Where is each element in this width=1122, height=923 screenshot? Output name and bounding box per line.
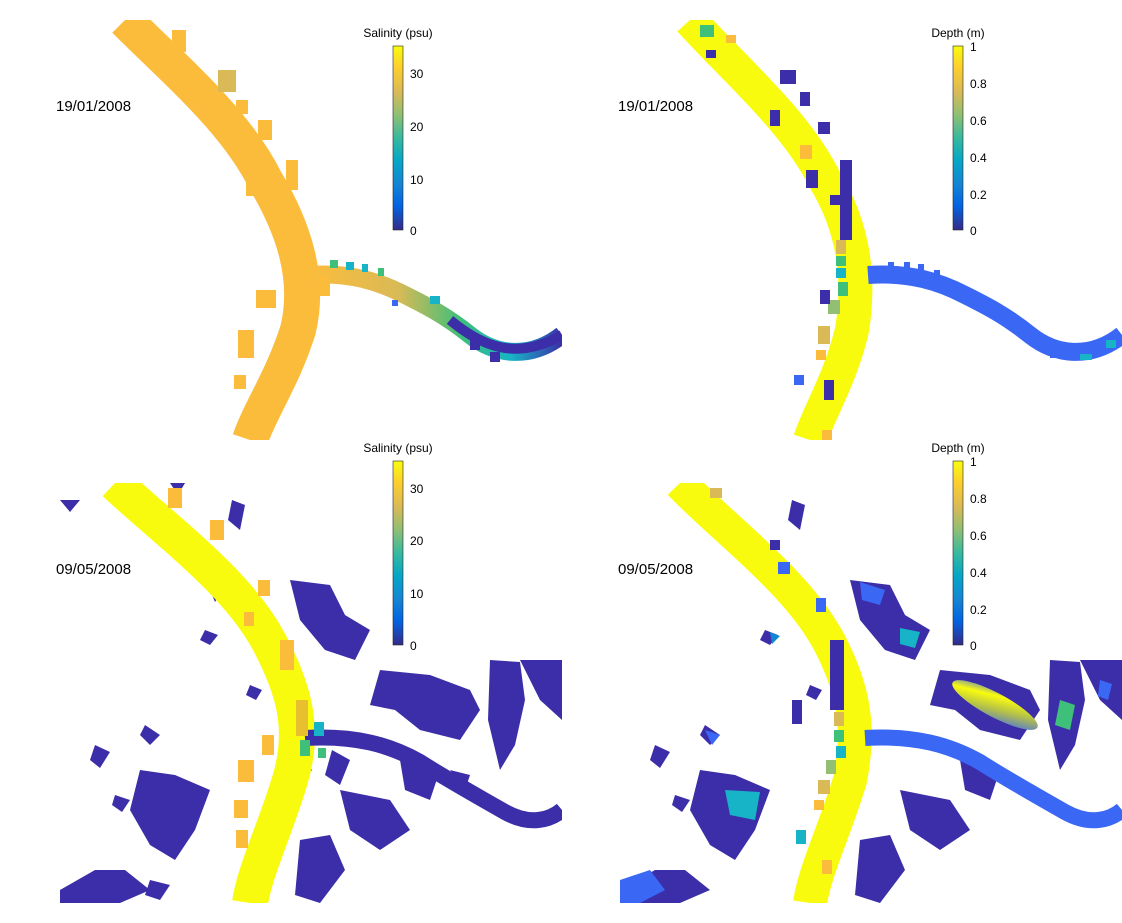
date-label: 09/05/2008 [56, 561, 131, 578]
main-river [677, 20, 873, 440]
colorbar-label: Depth (m) [931, 441, 984, 455]
colorbar-tick: 30 [410, 67, 424, 81]
date-label: 19/01/2008 [56, 98, 131, 115]
date-label: 19/01/2008 [618, 98, 693, 115]
colorbar-tick: 30 [410, 482, 424, 496]
colorbar-label: Depth (m) [931, 26, 984, 40]
bank-cells [700, 25, 1116, 440]
colorbar-salinity-jan: Salinity (psu) 0 10 20 30 [363, 26, 432, 238]
colorbar-tick: 0.2 [970, 188, 987, 202]
colorbar-tick: 1 [970, 455, 977, 469]
colorbar-depth-jan: Depth (m) 0 0.2 0.4 0.6 0.8 1 [931, 26, 987, 238]
colorbar-salinity-may: Salinity (psu) 0 10 20 30 [363, 441, 432, 653]
floodplain-cells [620, 500, 1122, 903]
tributary-tail [446, 316, 562, 354]
bank-cells [710, 488, 846, 874]
colorbar-tick: 20 [410, 120, 424, 134]
floodplain-cells [60, 483, 562, 903]
colorbar-depth-may: Depth (m) 0 0.2 0.4 0.6 0.8 1 [931, 441, 987, 653]
tributary [864, 729, 1122, 829]
bank-cells [168, 488, 326, 848]
colorbar-tick: 20 [410, 534, 424, 548]
main-river [112, 20, 321, 440]
colorbar-tick: 0.6 [970, 529, 987, 543]
panel-salinity-jan [112, 20, 562, 440]
panel-depth-jan [677, 20, 1122, 440]
colorbar-tick: 0.6 [970, 114, 987, 128]
colorbar-tick: 10 [410, 173, 424, 187]
inundation-hotspot [952, 680, 1038, 730]
colorbar-tick: 0 [970, 639, 977, 653]
shallow-cells [620, 582, 1112, 903]
panel-salinity-may [60, 483, 562, 903]
panel-depth-may [620, 483, 1122, 903]
tributary [304, 729, 562, 829]
date-label: 09/05/2008 [618, 561, 693, 578]
tributary [309, 265, 562, 361]
tributary [867, 265, 1122, 361]
colorbar-tick: 0.4 [970, 566, 987, 580]
colorbar-tick: 10 [410, 587, 424, 601]
colorbar-label: Salinity (psu) [363, 26, 432, 40]
colorbar-tick: 1 [970, 40, 977, 54]
colorbar-tick: 0 [410, 224, 417, 238]
bank-cells [148, 30, 330, 389]
tributary-cells [330, 260, 500, 362]
colorbar-tick: 0 [410, 639, 417, 653]
colorbar-tick: 0.2 [970, 603, 987, 617]
colorbar-label: Salinity (psu) [363, 441, 432, 455]
colorbar-tick: 0.8 [970, 77, 987, 91]
colorbar-tick: 0.4 [970, 151, 987, 165]
colorbar-tick: 0 [970, 224, 977, 238]
main-river [667, 483, 872, 903]
colorbar-tick: 0.8 [970, 492, 987, 506]
main-river [102, 483, 315, 903]
